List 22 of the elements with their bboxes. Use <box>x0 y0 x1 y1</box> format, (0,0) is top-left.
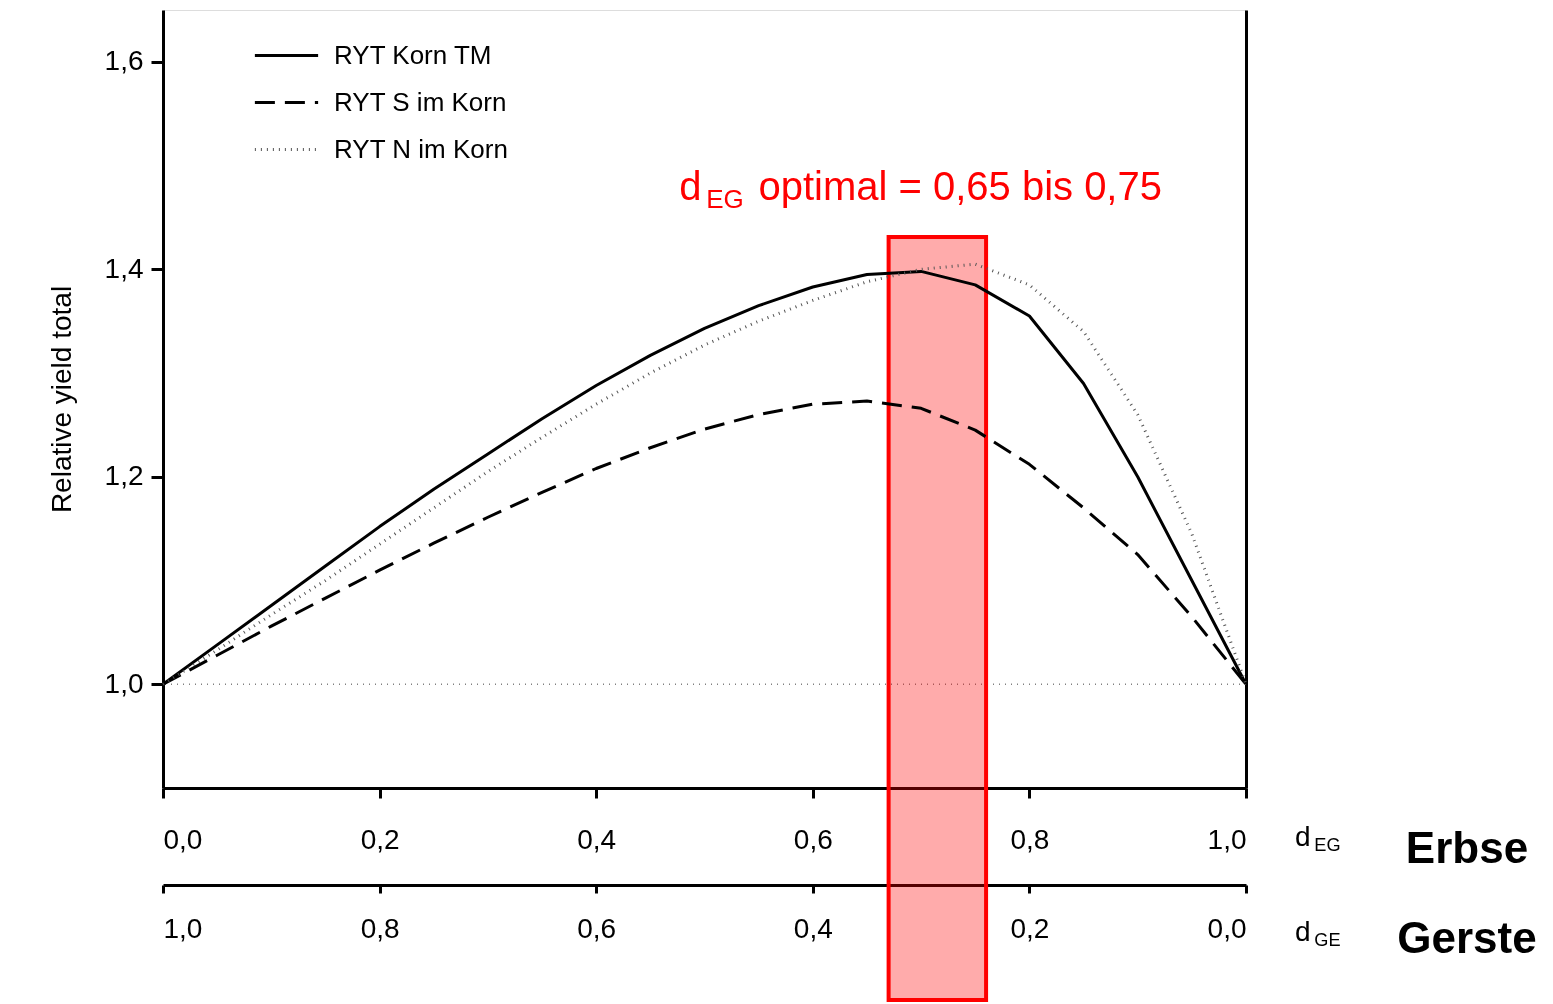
x2-tick-label: 0,8 <box>360 912 400 944</box>
x-tick-label: 0,2 <box>360 823 400 855</box>
x2-tick-label: 0,2 <box>1010 912 1050 944</box>
x2-tick-label: 0,6 <box>577 912 617 944</box>
x-tick-label: 0,4 <box>577 823 617 855</box>
x-tick-label: 1,0 <box>1207 823 1247 855</box>
y-tick-label: 1,2 <box>104 460 144 492</box>
x2-tick-label: 1,0 <box>163 912 203 944</box>
y-tick-label: 1,0 <box>104 667 144 699</box>
x-tick-label: 0,0 <box>163 823 203 855</box>
x-tick-label: 0,8 <box>1010 823 1050 855</box>
x2-tick-label: 0,0 <box>1207 912 1247 944</box>
x2-tick-label: 0,4 <box>793 912 833 944</box>
text: Gerste <box>1397 913 1537 962</box>
y-tick-label: 1,6 <box>104 45 144 77</box>
x-tick-label: 0,6 <box>793 823 833 855</box>
legend-label: RYT Korn TM <box>334 39 492 70</box>
y-tick-label: 1,4 <box>104 252 144 284</box>
text: Erbse <box>1405 823 1529 872</box>
legend-label: RYT N im Korn <box>334 133 508 164</box>
y-axis-title: Relative yield total <box>45 285 77 514</box>
legend-label: RYT S im Korn <box>334 86 507 117</box>
